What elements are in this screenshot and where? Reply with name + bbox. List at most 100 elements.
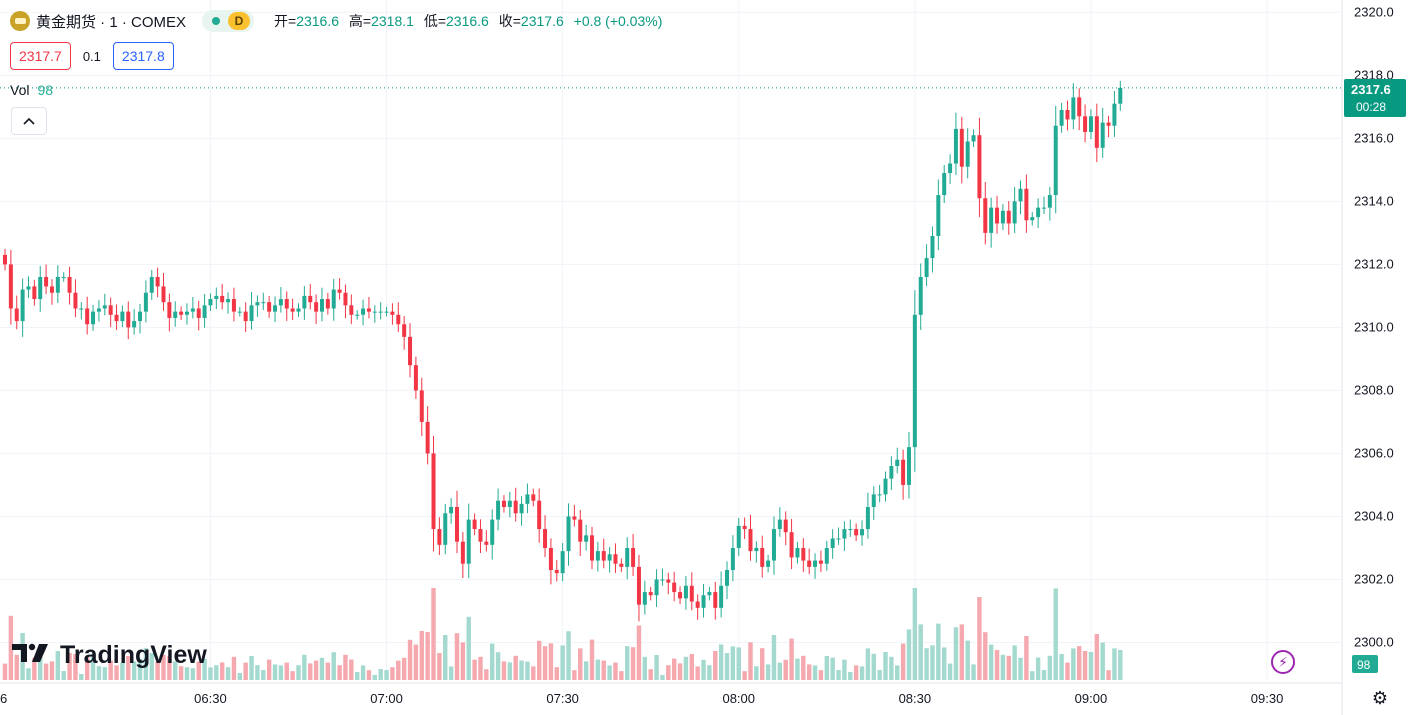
candle-body: [384, 311, 389, 313]
volume-bar: [1041, 670, 1047, 680]
volume-bar: [877, 670, 882, 680]
candle-body: [742, 525, 747, 530]
sell-price-button[interactable]: 2317.7: [10, 42, 71, 70]
candle-body: [343, 292, 348, 306]
candle-body: [366, 308, 371, 312]
volume-bar: [560, 645, 565, 680]
volume-bar: [936, 623, 941, 680]
candle-body: [1088, 116, 1093, 133]
volume-bar: [120, 662, 125, 680]
volume-label[interactable]: Vol: [10, 82, 30, 98]
volume-bar: [1047, 655, 1053, 680]
candle-body: [660, 579, 665, 581]
candle-body: [678, 592, 683, 599]
time-tick-label: 08:00: [722, 691, 755, 706]
candle-body: [942, 173, 947, 196]
volume-bar: [419, 631, 424, 680]
candle-body: [930, 236, 935, 259]
volume-bar: [431, 588, 436, 680]
time-axis[interactable]: 06:30 07:00 07:30 08:00 08:30 09:00 09:30: [194, 691, 1283, 706]
candle-body: [237, 311, 242, 313]
collapse-legend-button[interactable]: [11, 107, 47, 135]
candle-body: [490, 519, 495, 545]
candle-body: [1077, 97, 1082, 117]
volume-bar: [55, 651, 61, 680]
time-tick-label: 07:00: [370, 691, 403, 706]
volume-bar: [308, 663, 313, 680]
candle-body: [196, 308, 201, 318]
volume-bar: [754, 666, 759, 680]
low-label: 低=: [423, 13, 447, 29]
candle-body: [513, 500, 518, 514]
candle-body: [143, 292, 148, 312]
candle-body: [883, 478, 888, 495]
candle-body: [971, 135, 976, 142]
candle-body: [760, 547, 765, 567]
candle-body: [989, 207, 994, 233]
candle-body: [73, 292, 78, 309]
volume-bar: [1024, 636, 1029, 680]
price-tick-label: 2308.0: [1354, 382, 1394, 397]
lightning-icon[interactable]: ⚡: [1271, 650, 1295, 674]
candle-body: [296, 308, 301, 312]
candle-body: [102, 305, 107, 309]
volume-bar: [343, 654, 348, 680]
candle-body: [619, 563, 624, 567]
candle-body: [736, 525, 741, 548]
volume-bar: [137, 658, 143, 680]
volume-bar: [636, 625, 642, 680]
candle-body: [402, 324, 407, 337]
volume-bar: [883, 652, 888, 680]
volume-bar: [525, 661, 530, 680]
candle-body: [860, 529, 865, 536]
volume-bar: [355, 672, 360, 680]
volume-bar: [1100, 642, 1105, 680]
volume-bar: [272, 664, 278, 680]
candle-body: [67, 276, 72, 293]
price-axis[interactable]: 2300.0 2302.0 2304.0 2306.0 2308.0 2310.0 2312…: [1354, 4, 1394, 649]
candle-body: [719, 585, 724, 608]
candle-body: [631, 547, 636, 567]
candle-body: [478, 529, 483, 542]
candle-body: [713, 592, 718, 608]
candle-body: [472, 519, 477, 530]
candle-body: [243, 311, 248, 322]
volume-bar: [812, 665, 818, 680]
candle-body: [396, 314, 401, 325]
volume-bar: [1088, 652, 1094, 680]
price-tick-label: 2320.0: [1354, 4, 1394, 19]
tradingview-logo[interactable]: TradingView: [12, 640, 207, 671]
volume-bar: [90, 653, 96, 680]
candle-body: [290, 308, 295, 312]
candle-body: [948, 163, 953, 173]
open-label: 开=: [274, 13, 297, 29]
candle-body: [261, 302, 266, 304]
volume-bar: [677, 663, 683, 680]
volume-bar: [666, 665, 671, 680]
volume-bar: [155, 661, 160, 680]
market-status-pill[interactable]: D: [202, 10, 255, 32]
candle-body: [672, 582, 677, 593]
candle-body: [496, 500, 501, 520]
candle-body: [595, 551, 600, 561]
volume-bar: [425, 632, 430, 680]
candle-body: [255, 302, 260, 306]
symbol-title[interactable]: 黄金期货 · 1 · COMEX: [36, 13, 187, 31]
volume-bar: [695, 666, 700, 680]
volume-bar: [648, 669, 653, 680]
candle-body: [138, 311, 143, 322]
price-tick-label: 2312.0: [1354, 256, 1394, 271]
candle-body: [20, 289, 25, 322]
candle-body: [983, 198, 988, 233]
candle-body: [108, 305, 113, 315]
buy-price-button[interactable]: 2317.8: [112, 42, 174, 70]
volume-bar: [231, 656, 237, 680]
candle-body: [531, 494, 536, 501]
candle-body: [278, 299, 283, 306]
volume-bar: [836, 670, 841, 680]
volume-bar: [484, 669, 489, 680]
settings-icon[interactable]: ⚙: [1371, 687, 1389, 708]
candle-body: [44, 276, 49, 287]
candle-body: [355, 314, 360, 316]
